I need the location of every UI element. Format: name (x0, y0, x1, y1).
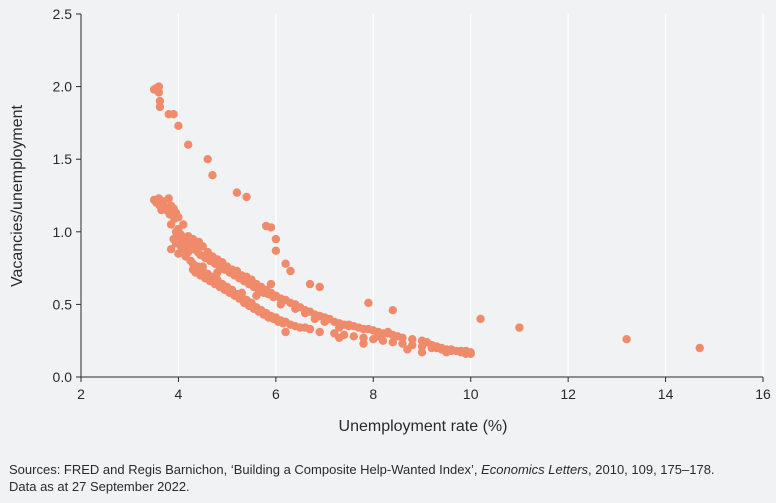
data-point (184, 247, 193, 257)
data-point (198, 262, 207, 271)
data-point (281, 259, 290, 268)
data-point (169, 110, 178, 119)
data-point (374, 332, 383, 341)
data-point (203, 155, 212, 164)
axes: 0.0 0.5 1.0 1.5 2.0 2.5 2 4 6 8 10 12 14 16 (53, 6, 771, 402)
data-point (466, 349, 475, 358)
data-point (232, 271, 242, 280)
data-point (222, 263, 232, 273)
data-point (403, 345, 412, 354)
data-point (281, 327, 290, 337)
data-point (388, 306, 397, 315)
data-point (695, 343, 704, 353)
data-point (408, 335, 417, 344)
data-point (174, 213, 183, 222)
data-point (398, 333, 407, 342)
data-point (252, 291, 261, 300)
data-point (261, 288, 271, 297)
data-point (310, 314, 319, 324)
grid-lines (177, 14, 764, 377)
data-point (344, 320, 354, 329)
y-tick-label: 2.5 (53, 6, 73, 22)
x-tick-label: 16 (755, 386, 771, 402)
data-point (388, 338, 397, 347)
data-point (232, 188, 242, 197)
data-point (417, 348, 427, 357)
data-point (383, 327, 393, 337)
data-point (266, 223, 276, 232)
data-point (335, 333, 344, 342)
x-tick-label: 2 (77, 386, 85, 402)
source-note: Sources: FRED and Regis Barnichon, ‘Buil… (9, 461, 769, 495)
data-point (442, 348, 451, 357)
data-point (184, 140, 193, 149)
data-point (349, 332, 358, 341)
x-axis-title: Unemployment rate (%) (339, 418, 508, 435)
data-point (164, 194, 173, 203)
x-tick-label: 14 (658, 386, 674, 402)
data-points (149, 82, 704, 358)
data-point (398, 339, 407, 348)
data-point (291, 304, 300, 313)
data-point (174, 121, 183, 130)
data-point (622, 335, 631, 344)
x-tick-label: 10 (463, 386, 479, 402)
scatter-chart: 0.0 0.5 1.0 1.5 2.0 2.5 2 4 6 8 10 12 14 16 Vacancies… (9, 6, 771, 435)
data-point (208, 171, 217, 180)
source-text: Sources: FRED and Regis Barnichon, ‘Buil… (9, 462, 482, 477)
y-tick-label: 0.0 (53, 369, 73, 385)
data-point (166, 245, 176, 254)
data-point (315, 327, 324, 337)
data-point (179, 220, 188, 229)
data-point (417, 342, 427, 351)
data-point (359, 333, 368, 342)
data-point (266, 279, 276, 289)
x-tick-label: 4 (175, 386, 183, 402)
y-tick-label: 2.0 (53, 79, 73, 95)
data-point (154, 82, 164, 91)
data-point (276, 300, 285, 309)
data-point (155, 96, 165, 106)
data-point (315, 282, 324, 292)
data-point (242, 192, 251, 202)
data-point (154, 88, 164, 97)
data-point (432, 343, 441, 353)
data-point (286, 266, 295, 276)
x-tick-label: 8 (369, 386, 377, 402)
data-point (237, 288, 246, 297)
source-citation: , 2010, 109, 175–178. (588, 462, 715, 477)
data-point (476, 314, 485, 324)
y-tick-label: 0.5 (53, 296, 73, 312)
data-point (515, 323, 524, 332)
data-point (305, 279, 315, 289)
data-point (271, 246, 281, 255)
data-point (271, 234, 281, 244)
y-axis-title: Vacancies/unemployment (9, 104, 26, 287)
data-point (320, 317, 329, 326)
source-journal: Economics Letters (481, 462, 589, 477)
source-date: Data as at 27 September 2022. (9, 479, 190, 494)
x-tick-label: 6 (272, 386, 280, 402)
x-tick-label: 12 (560, 386, 576, 402)
data-point (193, 237, 203, 247)
data-point (203, 247, 212, 257)
data-point (335, 323, 344, 332)
data-point (247, 277, 256, 286)
y-tick-label: 1.0 (53, 224, 73, 240)
data-point (300, 323, 310, 332)
data-point (155, 102, 165, 112)
data-point (213, 268, 222, 277)
data-point (300, 308, 310, 318)
data-point (359, 339, 368, 348)
data-point (364, 298, 373, 308)
y-tick-label: 1.5 (53, 151, 73, 167)
